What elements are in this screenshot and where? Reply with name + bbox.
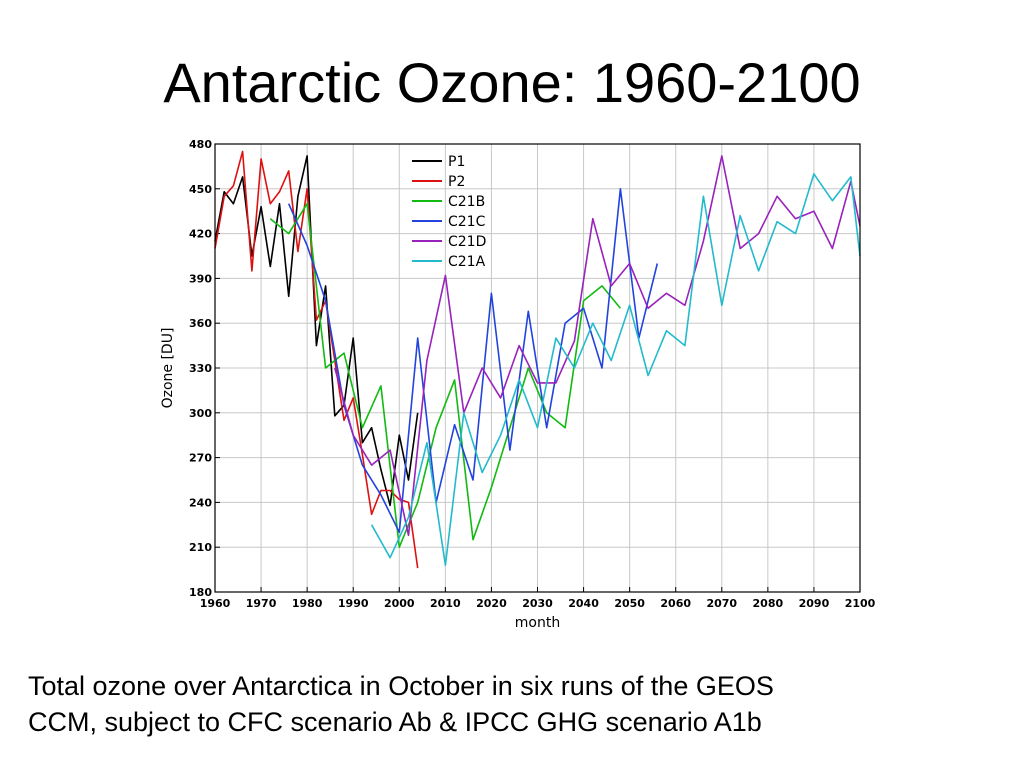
plot-frame [214, 143, 861, 593]
x-tick-label: 2060 [660, 597, 691, 610]
x-tick-label: 2020 [476, 597, 507, 610]
x-tick-label: 2010 [430, 597, 461, 610]
series-line-c21a [370, 173, 861, 566]
ozone-chart: 1960 1970 1980 1990 2000 2010 2020 2030 2040 2050… [160, 138, 876, 631]
x-axis-label: month [515, 615, 560, 631]
caption-line-2: CCM, subject to CFC scenario Ab & IPCC G… [28, 707, 762, 737]
y-tick-label: 300 [189, 407, 212, 420]
y-tick-label: 360 [189, 317, 212, 330]
series-line-c21d [334, 155, 861, 537]
legend-label-c21a: C21A [448, 254, 486, 270]
y-tick-label: 480 [189, 138, 212, 151]
caption-line-1: Total ozone over Antarctica in October i… [28, 671, 774, 701]
y-tick-label: 180 [189, 586, 212, 599]
y-tick-label: 420 [189, 228, 212, 241]
x-tick-label: 2080 [753, 597, 784, 610]
y-tick-label: 240 [189, 496, 212, 509]
x-tick-label: 1990 [338, 597, 369, 610]
y-tick-label: 270 [189, 452, 212, 465]
series-line-p2 [214, 150, 419, 569]
y-axis-label: Ozone [DU] [160, 328, 176, 409]
x-tick-label: 1960 [200, 597, 231, 610]
x-tick-label: 1970 [246, 597, 277, 610]
legend-label-c21d: C21D [448, 234, 486, 250]
x-tick-label: 2000 [384, 597, 415, 610]
y-tick-label: 450 [189, 183, 212, 196]
chart-caption: Total ozone over Antarctica in October i… [28, 668, 1008, 740]
legend-label-p1: P1 [448, 154, 465, 170]
x-tick-label: 2070 [706, 597, 737, 610]
y-tick-label: 210 [189, 541, 212, 554]
x-tick-label: 2090 [799, 597, 830, 610]
legend-label-c21c: C21C [448, 214, 486, 230]
x-tick-label: 2100 [845, 597, 876, 610]
page-title: Antarctic Ozone: 1960-2100 [163, 51, 861, 114]
x-tick-label: 2030 [522, 597, 553, 610]
y-tick-label: 330 [189, 362, 212, 375]
x-tick-label: 2050 [614, 597, 645, 610]
legend-label-p2: P2 [448, 174, 465, 190]
x-tick-label: 2040 [568, 597, 599, 610]
x-tick-label: 1980 [292, 597, 323, 610]
legend-label-c21b: C21B [448, 194, 485, 210]
y-tick-label: 390 [189, 272, 212, 285]
series-line-c21b [269, 202, 622, 549]
